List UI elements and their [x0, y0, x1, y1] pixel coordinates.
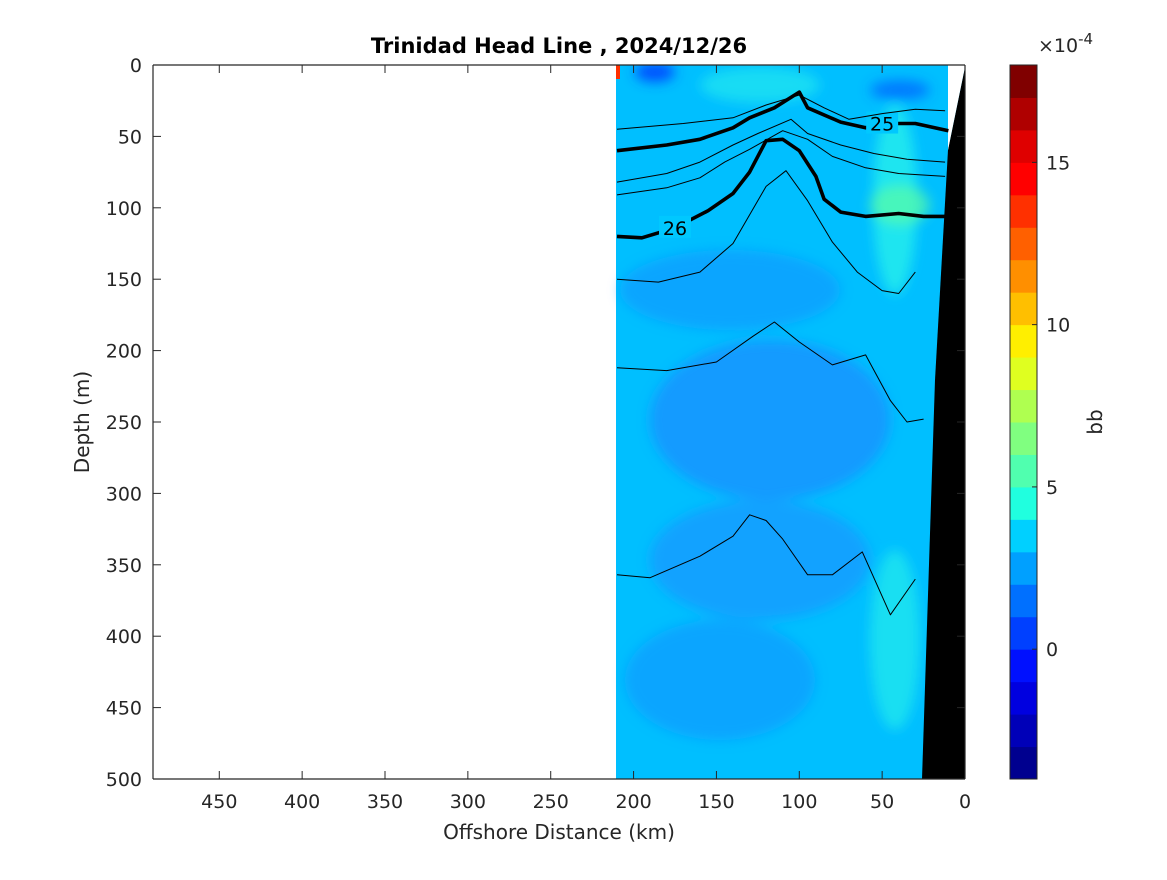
y-tick-label: 150 — [106, 269, 142, 291]
colorbar-swatch — [1010, 714, 1037, 748]
colorbar-swatch — [1010, 227, 1037, 261]
contour-label-bg — [659, 215, 691, 238]
field-patch-1 — [620, 250, 840, 330]
colorbar-exponent: ×10-4 — [1038, 30, 1093, 57]
y-tick-label: 450 — [106, 698, 142, 720]
contour-line — [616, 94, 946, 130]
field-patch-2 — [650, 340, 890, 500]
colorbar-tick-label: 10 — [1046, 315, 1070, 337]
x-tick-label: 300 — [450, 791, 486, 813]
colorbar-exponent-base: ×10 — [1038, 35, 1078, 57]
colorbar-exponent-power: -4 — [1078, 30, 1093, 48]
colorbar-tick-label: 0 — [1046, 639, 1058, 661]
y-tick-label: 50 — [118, 126, 142, 148]
contour-line — [616, 130, 946, 196]
y-tick-label: 200 — [106, 341, 142, 363]
seafloor-gap — [948, 65, 965, 150]
colorbar-swatch — [1010, 324, 1037, 358]
colorbar-swatch — [1010, 746, 1037, 780]
y-tick-label: 250 — [106, 412, 142, 434]
contour-label: 26 — [663, 218, 687, 240]
x-tick-label: 450 — [201, 791, 237, 813]
y-tick-label: 300 — [106, 483, 142, 505]
colorbar-swatch — [1010, 162, 1037, 196]
y-tick-label: 350 — [106, 555, 142, 577]
colorbar: 0 5 10 15 — [1009, 64, 1070, 780]
colorbar-swatch — [1010, 649, 1037, 683]
x-tick-label: 100 — [781, 791, 817, 813]
x-tick-label: 150 — [698, 791, 734, 813]
contour-line — [616, 170, 916, 294]
x-tick-label: 400 — [284, 791, 320, 813]
colorbar-swatch — [1010, 551, 1037, 585]
y-tick-label: 100 — [106, 198, 142, 220]
seafloor-mask — [922, 67, 965, 779]
colorbar-swatch — [1010, 357, 1037, 391]
field-patch-8 — [700, 67, 820, 103]
field-patch-7 — [870, 185, 930, 225]
contour-label-bg — [866, 111, 899, 134]
chart-title: Trinidad Head Line , 2024/12/26 — [371, 34, 747, 58]
field-edge-red — [616, 65, 620, 79]
colorbar-frame — [1009, 64, 1038, 780]
contour-label: 25 — [870, 114, 894, 136]
colorbar-swatch — [1010, 129, 1037, 163]
contour-line — [616, 118, 946, 183]
x-tick-label: 200 — [615, 791, 651, 813]
colorbar-swatch — [1010, 454, 1037, 488]
colorbar-swatch — [1010, 681, 1037, 715]
x-axis-ticks: 450 400 350 300 250 200 150 100 50 0 — [201, 65, 971, 813]
y-axis-ticks: 0 50 100 150 200 250 300 350 400 450 500 — [106, 55, 965, 791]
x-axis-label: Offshore Distance (km) — [443, 820, 675, 844]
colorbar-swatch — [1010, 616, 1037, 650]
field-patch-3 — [650, 500, 870, 620]
colorbar-swatch — [1010, 584, 1037, 618]
field-patch-6 — [870, 550, 920, 730]
x-tick-label: 0 — [959, 791, 971, 813]
colorbar-swatch — [1010, 422, 1037, 455]
density-contours: 25 26 — [616, 90, 949, 616]
field-patch-4 — [625, 620, 815, 740]
colorbar-swatch — [1010, 292, 1037, 326]
data-field — [616, 65, 965, 779]
x-tick-label: 350 — [367, 791, 403, 813]
colorbar-swatch — [1010, 389, 1037, 423]
colorbar-tick-label: 15 — [1046, 152, 1070, 174]
x-tick-label: 50 — [870, 791, 894, 813]
colorbar-label: bb — [1083, 409, 1107, 434]
field-patch-9 — [635, 65, 675, 82]
y-tick-label: 0 — [130, 55, 142, 77]
contour-line — [616, 514, 916, 616]
colorbar-swatch — [1010, 97, 1037, 131]
colorbar-swatch — [1010, 65, 1037, 98]
colorbar-swatch — [1010, 486, 1037, 520]
contour-line-bold — [616, 137, 949, 240]
y-tick-label: 400 — [106, 626, 142, 648]
field-patch-10 — [870, 80, 930, 100]
y-axis-label: Depth (m) — [70, 371, 94, 473]
x-tick-label: 250 — [533, 791, 569, 813]
contour-line — [616, 321, 924, 423]
colorbar-tick-label: 5 — [1046, 477, 1058, 499]
colorbar-swatch — [1010, 194, 1037, 228]
colorbar-swatch — [1010, 259, 1037, 293]
colorbar-swatch — [1010, 519, 1037, 553]
y-tick-label: 500 — [106, 769, 142, 791]
